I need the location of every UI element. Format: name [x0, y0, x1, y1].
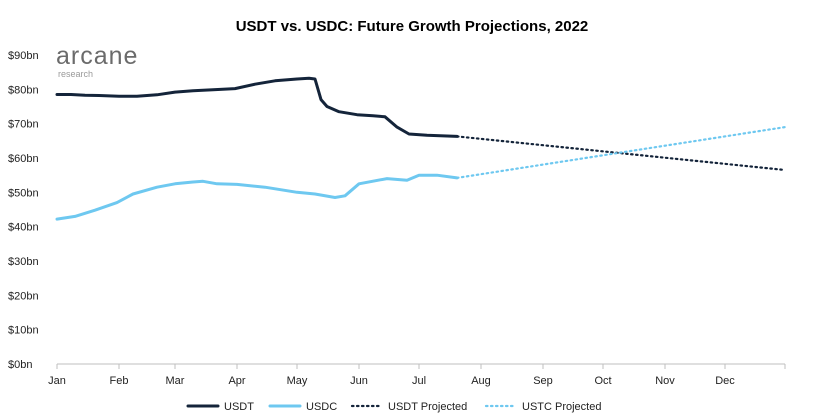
y-tick-label: $60bn: [8, 153, 39, 165]
x-tick-label: Sep: [533, 375, 553, 387]
y-tick-label: $40bn: [8, 222, 39, 234]
x-tick-label: Aug: [471, 375, 491, 387]
legend: USDT USDC USDT Projected USTC Projected: [186, 401, 601, 413]
x-axis-labels: Jan Feb Mar Apr May Jun Jul Aug Sep Oct Nov Dec: [48, 375, 735, 387]
y-tick-label: $0bn: [8, 359, 32, 371]
x-tick-label: Nov: [655, 375, 675, 387]
x-tick-label: Jun: [350, 375, 368, 387]
legend-label-usdt-projected: USDT Projected: [388, 401, 467, 413]
x-tick-label: Feb: [110, 375, 129, 387]
arcane-research-logo: arcane research: [56, 42, 139, 80]
legend-label-usdc: USDC: [306, 401, 337, 413]
chart-title: USDT vs. USDC: Future Growth Projections…: [235, 18, 589, 35]
y-tick-label: $90bn: [8, 50, 39, 62]
logo-subtitle: research: [58, 69, 94, 79]
usdc-line: [55, 173, 459, 221]
y-tick-label: $50bn: [8, 187, 39, 199]
ustc-projected-line: [455, 125, 787, 179]
legend-label-usdt: USDT: [224, 401, 254, 413]
x-tick-label: Oct: [594, 375, 611, 387]
usdt-line: [55, 76, 459, 138]
x-tick-label: May: [287, 375, 308, 387]
y-tick-label: $80bn: [8, 84, 39, 96]
x-tick-label: Dec: [715, 375, 735, 387]
legend-label-ustc-projected: USTC Projected: [522, 401, 601, 413]
x-axis-ticks: [56, 364, 786, 369]
y-tick-label: $30bn: [8, 256, 39, 268]
x-tick-label: Apr: [228, 375, 245, 387]
x-tick-label: Jul: [412, 375, 426, 387]
x-tick-label: Jan: [48, 375, 66, 387]
x-tick-label: Mar: [166, 375, 185, 387]
y-axis-labels: $0bn $10bn $20bn $30bn $40bn $50bn $60bn $70bn $…: [8, 50, 39, 371]
y-tick-label: $20bn: [8, 290, 39, 302]
y-tick-label: $10bn: [8, 325, 39, 337]
logo-wordmark: arcane: [56, 42, 139, 70]
y-tick-label: $70bn: [8, 119, 39, 131]
series-group: [55, 76, 787, 221]
